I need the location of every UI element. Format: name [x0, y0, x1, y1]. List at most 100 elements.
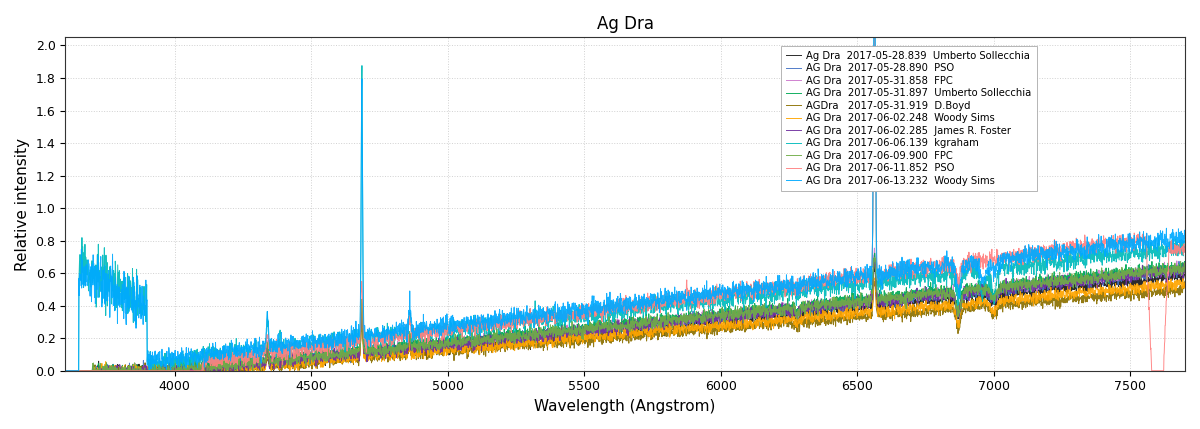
AG Dra  2017-05-31.897  Umberto Sollecchia: [632, 318, 647, 323]
AG Dra  2017-06-11.852  PSO: [1034, 250, 1049, 255]
AGDra   2017-05-31.919  D.Boyd: [626, 332, 641, 337]
Ag Dra  2017-05-28.839  Umberto Sollecchia: [866, 262, 881, 267]
Ag Dra  2017-05-28.839  Umberto Sollecchia: [444, 344, 458, 349]
AG Dra  2017-06-02.285  James R. Foster: [58, 368, 72, 373]
AG Dra  2017-05-28.890  PSO: [379, 344, 394, 349]
AG Dra  2017-06-02.285  James R. Foster: [1034, 285, 1049, 290]
Ag Dra  2017-05-28.839  Umberto Sollecchia: [632, 320, 647, 325]
AG Dra  2017-05-28.890  PSO: [1034, 285, 1049, 290]
AG Dra  2017-06-06.139  kgraham: [444, 326, 458, 332]
AG Dra  2017-05-28.890  PSO: [58, 368, 72, 373]
AG Dra  2017-06-06.139  kgraham: [379, 334, 394, 339]
AG Dra  2017-06-06.139  kgraham: [728, 291, 743, 296]
Line: AG Dra  2017-06-13.232  Woody Sims: AG Dra 2017-06-13.232 Woody Sims: [65, 0, 1184, 371]
AG Dra  2017-06-13.232  Woody Sims: [632, 301, 647, 306]
AG Dra  2017-05-31.897  Umberto Sollecchia: [58, 368, 72, 373]
AG Dra  2017-06-09.900  FPC: [58, 368, 72, 373]
Line: AG Dra  2017-06-06.139  kgraham: AG Dra 2017-06-06.139 kgraham: [65, 0, 1184, 371]
Line: AG Dra  2017-06-02.248  Woody Sims: AG Dra 2017-06-02.248 Woody Sims: [65, 278, 1184, 371]
AG Dra  2017-06-02.285  James R. Foster: [632, 326, 647, 331]
AG Dra  2017-06-11.852  PSO: [379, 334, 394, 339]
AGDra   2017-05-31.919  D.Boyd: [1034, 300, 1049, 305]
AG Dra  2017-05-31.897  Umberto Sollecchia: [728, 303, 743, 308]
AG Dra  2017-06-06.139  kgraham: [58, 368, 72, 373]
AG Dra  2017-06-02.248  Woody Sims: [626, 332, 641, 337]
Legend: Ag Dra  2017-05-28.839  Umberto Sollecchia, AG Dra  2017-05-28.890  PSO, AG Dra : Ag Dra 2017-05-28.839 Umberto Sollecchia…: [781, 45, 1037, 190]
AGDra   2017-05-31.919  D.Boyd: [379, 353, 394, 359]
AG Dra  2017-06-13.232  Woody Sims: [58, 368, 72, 373]
AG Dra  2017-06-13.232  Woody Sims: [626, 303, 641, 308]
Line: AGDra   2017-05-31.919  D.Boyd: AGDra 2017-05-31.919 D.Boyd: [65, 281, 1184, 371]
AG Dra  2017-06-11.852  PSO: [868, 17, 882, 22]
AGDra   2017-05-31.919  D.Boyd: [1177, 278, 1192, 284]
AG Dra  2017-06-02.285  James R. Foster: [868, 258, 882, 263]
Ag Dra  2017-05-28.839  Umberto Sollecchia: [1034, 288, 1049, 293]
AG Dra  2017-06-02.248  Woody Sims: [1034, 291, 1049, 296]
AG Dra  2017-05-28.890  PSO: [632, 321, 647, 326]
AG Dra  2017-06-06.139  kgraham: [1177, 245, 1192, 250]
Line: AG Dra  2017-05-31.897  Umberto Sollecchia: AG Dra 2017-05-31.897 Umberto Sollecchia: [65, 253, 1184, 371]
AG Dra  2017-05-31.897  Umberto Sollecchia: [626, 314, 641, 319]
AG Dra  2017-06-13.232  Woody Sims: [1034, 245, 1049, 250]
Line: AG Dra  2017-05-31.858  FPC: AG Dra 2017-05-31.858 FPC: [65, 248, 1184, 371]
Line: AG Dra  2017-06-09.900  FPC: AG Dra 2017-06-09.900 FPC: [65, 257, 1184, 371]
AG Dra  2017-06-11.852  PSO: [632, 307, 647, 312]
AG Dra  2017-05-31.858  FPC: [632, 324, 647, 329]
AGDra   2017-05-31.919  D.Boyd: [728, 321, 743, 326]
AGDra   2017-05-31.919  D.Boyd: [444, 347, 458, 353]
AG Dra  2017-06-11.852  PSO: [444, 326, 458, 332]
AG Dra  2017-05-31.858  FPC: [444, 340, 458, 345]
AG Dra  2017-06-02.248  Woody Sims: [728, 318, 743, 323]
AG Dra  2017-06-02.248  Woody Sims: [632, 333, 647, 338]
AG Dra  2017-06-09.900  FPC: [1177, 270, 1192, 275]
Line: AG Dra  2017-06-02.285  James R. Foster: AG Dra 2017-06-02.285 James R. Foster: [65, 260, 1184, 371]
AG Dra  2017-06-11.852  PSO: [728, 289, 743, 294]
AG Dra  2017-06-02.285  James R. Foster: [379, 347, 394, 353]
AG Dra  2017-06-09.900  FPC: [632, 319, 647, 324]
AG Dra  2017-05-31.858  FPC: [1034, 281, 1049, 286]
Line: AG Dra  2017-06-11.852  PSO: AG Dra 2017-06-11.852 PSO: [65, 20, 1184, 371]
AG Dra  2017-06-13.232  Woody Sims: [444, 323, 458, 328]
AG Dra  2017-05-31.858  FPC: [728, 310, 743, 315]
AG Dra  2017-06-09.900  FPC: [1034, 281, 1049, 287]
AG Dra  2017-06-02.285  James R. Foster: [728, 316, 743, 321]
AG Dra  2017-05-28.890  PSO: [728, 313, 743, 318]
AG Dra  2017-06-02.285  James R. Foster: [1177, 263, 1192, 269]
AGDra   2017-05-31.919  D.Boyd: [58, 368, 72, 373]
AG Dra  2017-06-02.248  Woody Sims: [866, 275, 881, 281]
Ag Dra  2017-05-28.839  Umberto Sollecchia: [379, 346, 394, 351]
AG Dra  2017-06-11.852  PSO: [58, 368, 72, 373]
AG Dra  2017-05-31.858  FPC: [1177, 270, 1192, 275]
AG Dra  2017-06-02.285  James R. Foster: [444, 342, 458, 347]
AG Dra  2017-05-31.858  FPC: [58, 368, 72, 373]
AGDra   2017-05-31.919  D.Boyd: [632, 333, 647, 338]
AG Dra  2017-06-13.232  Woody Sims: [379, 328, 394, 333]
AG Dra  2017-05-31.897  Umberto Sollecchia: [868, 251, 882, 256]
AG Dra  2017-06-02.248  Woody Sims: [444, 346, 458, 351]
AG Dra  2017-06-13.232  Woody Sims: [728, 283, 743, 288]
Y-axis label: Relative intensity: Relative intensity: [14, 138, 30, 271]
AG Dra  2017-05-28.890  PSO: [1177, 266, 1192, 271]
AG Dra  2017-06-09.900  FPC: [626, 322, 641, 327]
AG Dra  2017-06-02.248  Woody Sims: [379, 345, 394, 350]
Ag Dra  2017-05-28.839  Umberto Sollecchia: [728, 320, 743, 325]
AG Dra  2017-05-31.858  FPC: [626, 320, 641, 325]
AG Dra  2017-06-06.139  kgraham: [626, 308, 641, 314]
AG Dra  2017-06-09.900  FPC: [868, 255, 882, 260]
Line: Ag Dra  2017-05-28.839  Umberto Sollecchia: Ag Dra 2017-05-28.839 Umberto Sollecchia: [65, 264, 1184, 371]
Line: AG Dra  2017-05-28.890  PSO: AG Dra 2017-05-28.890 PSO: [65, 255, 1184, 371]
AG Dra  2017-05-31.897  Umberto Sollecchia: [1034, 282, 1049, 287]
AG Dra  2017-06-02.285  James R. Foster: [626, 321, 641, 326]
AGDra   2017-05-31.919  D.Boyd: [868, 278, 882, 284]
AG Dra  2017-06-02.248  Woody Sims: [58, 368, 72, 373]
AG Dra  2017-05-31.897  Umberto Sollecchia: [379, 340, 394, 345]
AG Dra  2017-06-09.900  FPC: [728, 314, 743, 320]
AG Dra  2017-06-09.900  FPC: [379, 350, 394, 356]
AG Dra  2017-06-02.248  Woody Sims: [1177, 281, 1192, 287]
AG Dra  2017-06-11.852  PSO: [626, 304, 641, 309]
X-axis label: Wavelength (Angstrom): Wavelength (Angstrom): [534, 399, 716, 414]
AG Dra  2017-05-28.890  PSO: [868, 252, 882, 257]
Title: Ag Dra: Ag Dra: [596, 15, 654, 33]
Ag Dra  2017-05-28.839  Umberto Sollecchia: [626, 331, 641, 336]
AG Dra  2017-05-31.897  Umberto Sollecchia: [1177, 266, 1192, 271]
